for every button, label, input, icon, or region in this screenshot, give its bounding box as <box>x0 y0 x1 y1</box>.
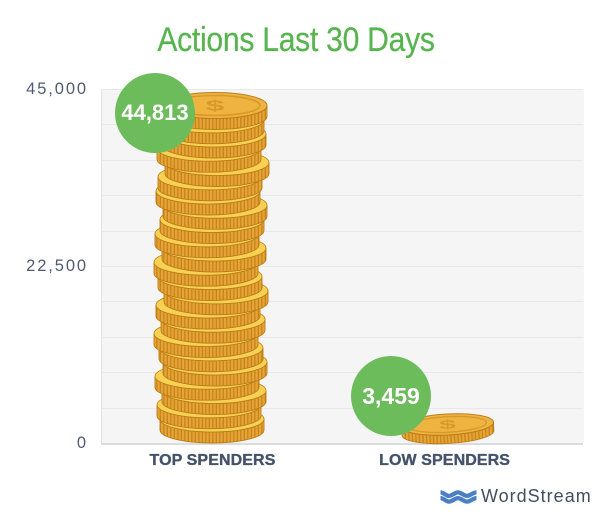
svg-text:$: $ <box>439 417 457 432</box>
svg-text:$: $ <box>206 97 226 113</box>
